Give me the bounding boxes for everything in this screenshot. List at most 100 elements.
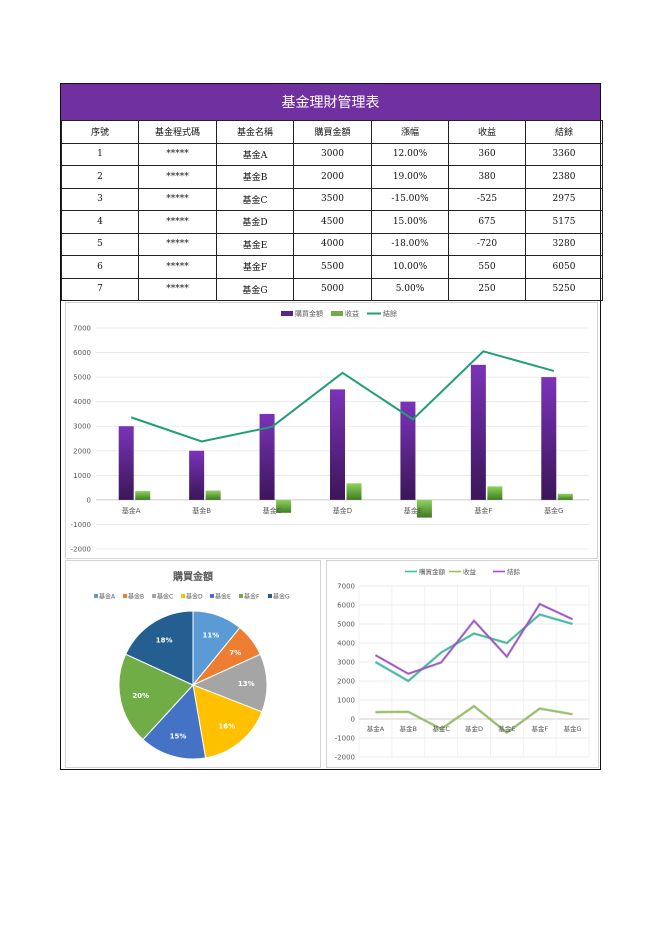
x-tick-label: 基金C <box>263 506 282 515</box>
table-row: 6 ***** 基金F 5500 10.00% 550 6050 <box>61 255 603 279</box>
table-cell[interactable]: 1 <box>61 142 139 166</box>
table-cell[interactable]: 7 <box>61 277 139 301</box>
pie-data-label: 13% <box>238 680 255 688</box>
legend-label: 基金D <box>186 593 203 601</box>
table-cell[interactable]: 2000 <box>293 165 372 189</box>
table-cell[interactable]: 基金A <box>216 142 294 166</box>
legend-label: 基金E <box>215 593 231 601</box>
table-cell[interactable]: ***** <box>138 210 217 234</box>
table-cell[interactable]: 3360 <box>525 142 603 166</box>
y-tick-label: -2000 <box>71 546 91 554</box>
bar-purchase <box>189 450 205 500</box>
table-cell[interactable]: 5 <box>61 232 139 256</box>
table-cell[interactable]: 19.00% <box>371 165 449 189</box>
table-cell[interactable]: 6050 <box>525 255 603 279</box>
bar-profit <box>276 499 292 513</box>
table-cell[interactable]: 2 <box>61 165 139 189</box>
table-cell[interactable]: 4 <box>61 210 139 234</box>
table-cell[interactable]: 基金D <box>216 210 294 234</box>
pie-slice <box>142 683 207 760</box>
fund-table: 序號 基金程式碼 基金名稱 購買金額 漲幅 收益 結餘 1 ***** 基金A 3000 12.00… <box>61 120 603 301</box>
x-tick-label: 基金D <box>465 724 483 733</box>
table-cell[interactable]: 250 <box>448 277 526 301</box>
table-cell[interactable]: 5250 <box>525 277 603 301</box>
table-cell[interactable]: 550 <box>448 255 526 279</box>
table-cell[interactable]: -18.00% <box>371 232 449 256</box>
table-cell[interactable]: 15.00% <box>371 210 449 234</box>
table-cell[interactable]: ***** <box>138 277 217 301</box>
table-cell[interactable]: 675 <box>448 210 526 234</box>
legend-label: 購買金額 <box>295 309 323 318</box>
y-tick-label: 5000 <box>73 374 91 382</box>
table-cell[interactable]: ***** <box>138 187 217 211</box>
table-cell[interactable]: 3 <box>61 187 139 211</box>
combo-chart-svg: 7000 6000 5000 4000 3000 2000 1000 0 -1000 -2000 基… <box>71 309 589 554</box>
table-cell[interactable]: 基金C <box>216 187 294 211</box>
table-cell[interactable]: ***** <box>138 142 217 166</box>
pie-data-label: 15% <box>170 733 187 741</box>
table-cell[interactable]: 3280 <box>525 232 603 256</box>
bar-purchase <box>259 413 275 500</box>
y-tick-label: 7000 <box>73 325 91 333</box>
bar-purchase <box>400 401 416 500</box>
table-cell[interactable]: 6 <box>61 255 139 279</box>
legend-swatch <box>268 594 272 598</box>
y-tick-label: 6000 <box>73 349 91 357</box>
column-header: 基金名稱 <box>216 120 294 144</box>
table-cell[interactable]: 12.00% <box>371 142 449 166</box>
pie-chart: 購買金額 基金A 基金B 基金C 基金D 基金E 基金F 基金G 11% 7% 13% 16% 15% 2… <box>65 560 321 768</box>
x-tick-label: 基金E <box>404 506 422 515</box>
bar-purchase <box>330 389 345 500</box>
table-cell[interactable]: -15.00% <box>371 187 449 211</box>
x-tick-label: 基金A <box>122 506 141 515</box>
table-cell[interactable]: 5175 <box>525 210 603 234</box>
legend-label: 基金A <box>99 593 116 601</box>
table-cell[interactable]: 基金B <box>216 165 294 189</box>
y-tick-label: -1000 <box>71 521 91 529</box>
table-cell[interactable]: 5000 <box>293 277 372 301</box>
y-tick-label: 6000 <box>337 602 355 610</box>
table-cell[interactable]: 基金F <box>216 255 294 279</box>
table-cell[interactable]: 10.00% <box>371 255 449 279</box>
table-cell[interactable]: 380 <box>448 165 526 189</box>
legend-swatch-profit <box>331 311 343 316</box>
y-tick-label: 4000 <box>73 398 91 406</box>
y-tick-label: 5000 <box>337 621 355 629</box>
table-cell[interactable]: 5.00% <box>371 277 449 301</box>
table-cell[interactable]: 4000 <box>293 232 372 256</box>
legend-label: 購買金額 <box>419 567 446 576</box>
table-cell[interactable]: -525 <box>448 187 526 211</box>
bar-purchase <box>118 426 134 500</box>
table-cell[interactable]: ***** <box>138 165 217 189</box>
table-cell[interactable]: 基金E <box>216 232 294 256</box>
table-row: 2 ***** 基金B 2000 19.00% 380 2380 <box>61 165 603 189</box>
y-tick-label: -2000 <box>335 754 355 762</box>
x-tick-label: 基金G <box>544 506 563 515</box>
y-tick-label: 0 <box>351 716 355 724</box>
y-tick-label: 1000 <box>73 472 91 480</box>
pie-slice <box>192 684 263 759</box>
table-cell[interactable]: 3500 <box>293 187 372 211</box>
table-cell[interactable]: ***** <box>138 255 217 279</box>
table-cell[interactable]: ***** <box>138 232 217 256</box>
table-cell[interactable]: 2975 <box>525 187 603 211</box>
column-header: 序號 <box>61 120 139 144</box>
table-cell[interactable]: -720 <box>448 232 526 256</box>
x-tick-label: 基金F <box>531 724 548 733</box>
column-header: 收益 <box>448 120 526 144</box>
table-cell[interactable]: 360 <box>448 142 526 166</box>
table-cell[interactable]: 基金G <box>216 277 294 301</box>
bar-purchase <box>470 364 486 500</box>
y-tick-label: 3000 <box>337 659 355 667</box>
x-tick-label: 基金C <box>432 724 450 733</box>
table-cell[interactable]: 5500 <box>293 255 372 279</box>
legend-swatch <box>123 594 127 598</box>
line-chart-svg: 7000 6000 5000 4000 3000 2000 1000 0 -1000 -2000 基… <box>335 567 590 762</box>
table-cell[interactable]: 4500 <box>293 210 372 234</box>
legend-label: 基金C <box>157 593 173 601</box>
legend-swatch <box>239 594 243 598</box>
legend-label: 收益 <box>463 567 477 576</box>
table-cell[interactable]: 3000 <box>293 142 372 166</box>
column-header: 漲幅 <box>371 120 449 144</box>
table-cell[interactable]: 2380 <box>525 165 603 189</box>
